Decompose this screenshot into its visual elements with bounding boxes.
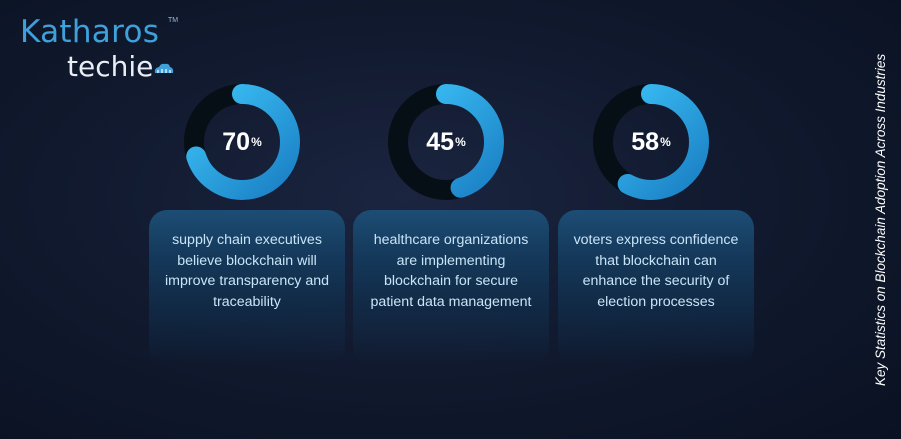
progress-ring: 58% (591, 82, 711, 202)
stat-description: supply chain executives believe blockcha… (164, 232, 330, 310)
stat-percentage: 70% (182, 82, 302, 202)
stat-block-healthcare: 45% healthcare organizations are impleme… (353, 0, 553, 439)
stat-unit: % (455, 135, 466, 149)
stat-value: 45 (426, 127, 455, 156)
stat-percentage: 45% (386, 82, 506, 202)
ring-progress-arc (593, 84, 709, 200)
side-title: Key Statistics on Blockchain Adoption Ac… (873, 53, 888, 387)
stat-card: healthcare organizations are implementin… (353, 210, 549, 365)
stat-description: voters express confidence that blockchai… (573, 232, 739, 310)
progress-ring: 45% (386, 82, 506, 202)
stat-value: 70 (222, 127, 251, 156)
logo-brand-text: Katharos (20, 14, 160, 50)
stat-percentage: 58% (591, 82, 711, 202)
logo-sub-text: techie (67, 50, 154, 83)
stat-unit: % (251, 135, 262, 149)
stat-description: healthcare organizations are implementin… (370, 232, 532, 310)
stat-block-supply-chain: 70% supply chain executives believe bloc… (149, 0, 349, 439)
cloud-icon (154, 63, 174, 73)
logo-trademark: TM (168, 17, 179, 24)
progress-ring: 70% (182, 82, 302, 202)
brand-logo: Katharos TM techie (20, 14, 180, 84)
stat-card: voters express confidence that blockchai… (558, 210, 754, 365)
stat-card: supply chain executives believe blockcha… (149, 210, 345, 365)
stat-unit: % (660, 135, 671, 149)
stat-value: 58 (631, 127, 660, 156)
ring-progress-arc (388, 84, 504, 200)
ring-progress-arc (184, 84, 300, 200)
stat-block-voting: 58% voters express confidence that block… (558, 0, 758, 439)
